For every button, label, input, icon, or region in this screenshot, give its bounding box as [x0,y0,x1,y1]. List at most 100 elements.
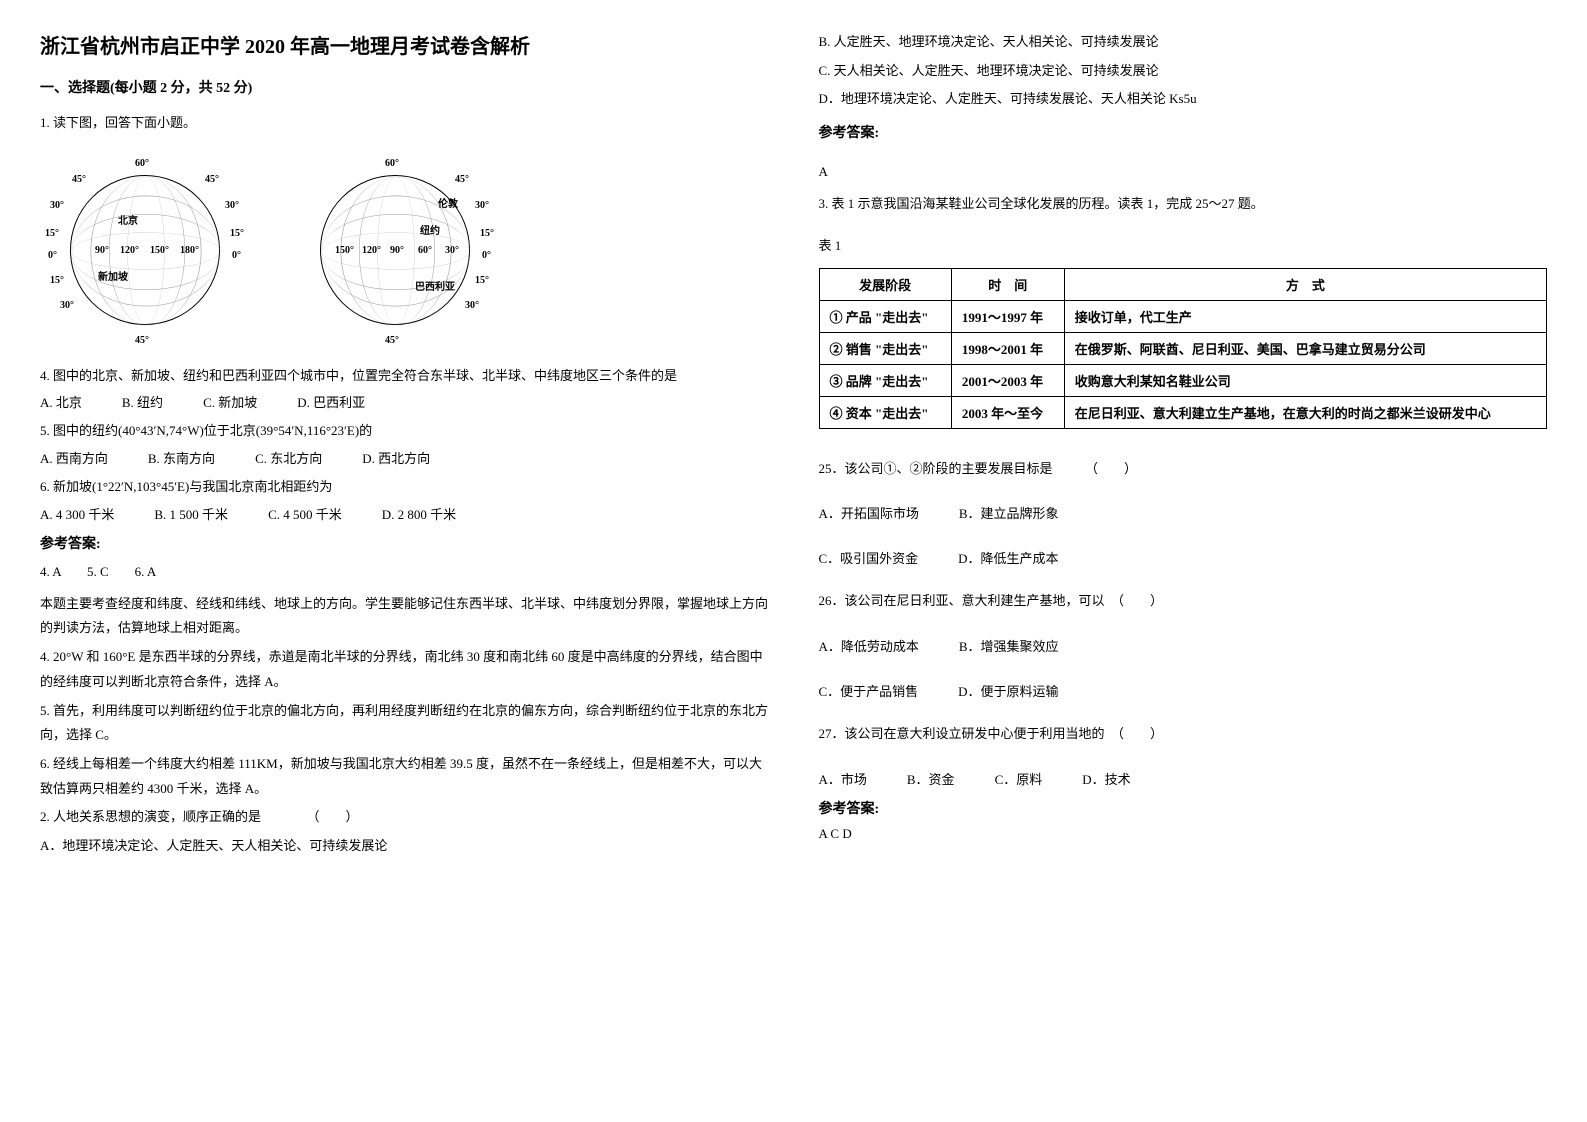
th-2: 方 式 [1064,268,1546,300]
q27-opt-d: D．技术 [1082,769,1130,788]
td: ④ 资本 "走出去" [819,396,951,428]
section-heading: 一、选择题(每小题 2 分，共 52 分) [40,77,769,97]
globe1-long150: 150° [150,245,169,256]
globe2-r15: 15° [480,228,494,239]
q4-options: A. 北京 B. 纽约 C. 新加坡 D. 巴西利亚 [40,392,769,411]
globe-1: 60° 45° 45° 30° 30° 15° 15° 0° 0° 15° 30… [40,150,250,350]
globe1-long90: 90° [95,245,109,256]
q2-opt-c: C. 天人相关论、人定胜天、地理环境决定论、可持续发展论 [819,59,1548,84]
q4-opt-a: A. 北京 [40,392,82,411]
left-column: 浙江省杭州市启正中学 2020 年高一地理月考试卷含解析 一、选择题(每小题 2… [40,30,769,863]
td: ① 产品 "走出去" [819,300,951,332]
globe2-r30: 30° [475,200,489,211]
globe2-r0: 0° [482,250,491,261]
globe2-brazil: 巴西利亚 [415,278,455,293]
td: 接收订单，代工生产 [1064,300,1546,332]
q1-exp2: 4. 20°W 和 160°E 是东西半球的分界线，赤道是南北半球的分界线，南北… [40,645,769,694]
globe1-singapore: 新加坡 [98,268,128,283]
q26-opt-d: D．便于原料运输 [958,681,1058,700]
globe1-beijing: 北京 [118,212,138,227]
globe2-top: 60° [385,158,399,169]
q25-opt-a: A．开拓国际市场 [819,503,919,522]
q5-opt-b: B. 东南方向 [148,448,215,467]
q6-text: 6. 新加坡(1°22′N,103°45′E)与我国北京南北相距约为 [40,475,769,500]
globe2-london: 伦敦 [438,195,458,210]
globe2-tr: 45° [455,174,469,185]
q25-text: 25．该公司①、②阶段的主要发展目标是 （ ） [819,457,1548,482]
q1-intro: 1. 读下图，回答下面小题。 [40,111,769,136]
right-column: B. 人定胜天、地理环境决定论、天人相关论、可持续发展论 C. 天人相关论、人定… [819,30,1548,863]
q5-opt-d: D. 西北方向 [362,448,430,467]
globe1-l0: 0° [48,250,57,261]
globe1-r15: 15° [230,228,244,239]
q26-opt-b: B．增强集聚效应 [959,636,1059,655]
answer-heading-3: 参考答案: [819,798,1548,818]
q27-options: A．市场 B．资金 C．原料 D．技术 [819,769,1548,788]
page-container: 浙江省杭州市启正中学 2020 年高一地理月考试卷含解析 一、选择题(每小题 2… [40,30,1547,863]
td: 1991～1997 年 [951,300,1064,332]
globe1-tr: 45° [205,174,219,185]
q1-answers: 4. A 5. C 6. A [40,561,769,580]
table-label: 表 1 [819,235,1548,254]
q26-opt-a: A．降低劳动成本 [819,636,919,655]
td: 在俄罗斯、阿联酋、尼日利亚、美国、巴拿马建立贸易分公司 [1064,332,1546,364]
q25-opt-b: B．建立品牌形象 [959,503,1059,522]
q1-exp1: 本题主要考查经度和纬度、经线和纬线、地球上的方向。学生要能够记住东西半球、北半球… [40,592,769,641]
td: 2001～2003 年 [951,364,1064,396]
q6-opt-d: D. 2 800 千米 [382,504,456,523]
q25-options-1: A．开拓国际市场 B．建立品牌形象 [819,503,1548,522]
q6-opt-c: C. 4 500 千米 [268,504,342,523]
answer-heading-1: 参考答案: [40,533,769,553]
q6-opt-a: A. 4 300 千米 [40,504,114,523]
td: 1998～2001 年 [951,332,1064,364]
td: ③ 品牌 "走出去" [819,364,951,396]
q4-opt-d: D. 巴西利亚 [297,392,365,411]
td: 在尼日利亚、意大利建立生产基地，在意大利的时尚之都米兰设研发中心 [1064,396,1546,428]
q5-options: A. 西南方向 B. 东南方向 C. 东北方向 D. 西北方向 [40,448,769,467]
globe1-b45: 45° [135,335,149,346]
globe2-b45: 45° [385,335,399,346]
q27-text: 27．该公司在意大利设立研发中心便于利用当地的 （ ） [819,722,1548,747]
globe2-long90: 90° [390,245,404,256]
globe1-long180: 180° [180,245,199,256]
globe1-b30: 30° [60,300,74,311]
globe2-long60: 60° [418,245,432,256]
table-row: ③ 品牌 "走出去" 2001～2003 年 收购意大利某知名鞋业公司 [819,364,1547,396]
q3-intro: 3. 表 1 示意我国沿海某鞋业公司全球化发展的历程。读表 1，完成 25～27… [819,192,1548,217]
q3-answers: A C D [819,826,1548,842]
q6-opt-b: B. 1 500 千米 [154,504,228,523]
globe2-long30: 30° [445,245,459,256]
table: 发展阶段 时 间 方 式 ① 产品 "走出去" 1991～1997 年 接收订单… [819,268,1548,429]
q26-options-1: A．降低劳动成本 B．增强集聚效应 [819,636,1548,655]
answer-heading-2: 参考答案: [819,122,1548,142]
dev-stages-table: 发展阶段 时 间 方 式 ① 产品 "走出去" 1991～1997 年 接收订单… [819,268,1548,429]
q4-text: 4. 图中的北京、新加坡、纽约和巴西利亚四个城市中，位置完全符合东半球、北半球、… [40,364,769,389]
q5-opt-c: C. 东北方向 [255,448,322,467]
globe1-top: 60° [135,158,149,169]
table-row: ① 产品 "走出去" 1991～1997 年 接收订单，代工生产 [819,300,1547,332]
table-row: ② 销售 "走出去" 1998～2001 年 在俄罗斯、阿联酋、尼日利亚、美国、… [819,332,1547,364]
q25-opt-d: D．降低生产成本 [958,548,1058,567]
q27-opt-a: A．市场 [819,769,867,788]
globe2-b30: 30° [465,300,479,311]
q1-exp4: 6. 经线上每相差一个纬度大约相差 111KM，新加坡与我国北京大约相差 39.… [40,752,769,801]
q26-options-2: C．便于产品销售 D．便于原料运输 [819,681,1548,700]
q5-text: 5. 图中的纽约(40°43′N,74°W)位于北京(39°54′N,116°2… [40,419,769,444]
q25-options-2: C．吸引国外资金 D．降低生产成本 [819,548,1548,567]
th-0: 发展阶段 [819,268,951,300]
globe1-l15: 15° [45,228,59,239]
q2-text: 2. 人地关系思想的演变，顺序正确的是 （ ） [40,805,769,830]
table-header-row: 发展阶段 时 间 方 式 [819,268,1547,300]
q27-opt-b: B．资金 [907,769,955,788]
q2-answer: A [819,164,1548,180]
page-title: 浙江省杭州市启正中学 2020 年高一地理月考试卷含解析 [40,30,769,59]
td: 2003 年～至今 [951,396,1064,428]
td: ② 销售 "走出去" [819,332,951,364]
q2-opt-d: D．地理环境决定论、人定胜天、可持续发展论、天人相关论 Ks5u [819,87,1548,112]
globe2-b15: 15° [475,275,489,286]
globe1-r0: 0° [232,250,241,261]
q4-opt-c: C. 新加坡 [203,392,257,411]
q2-opt-b: B. 人定胜天、地理环境决定论、天人相关论、可持续发展论 [819,30,1548,55]
globe-figures: 60° 45° 45° 30° 30° 15° 15° 0° 0° 15° 30… [40,150,769,350]
globe2-long120: 120° [362,245,381,256]
